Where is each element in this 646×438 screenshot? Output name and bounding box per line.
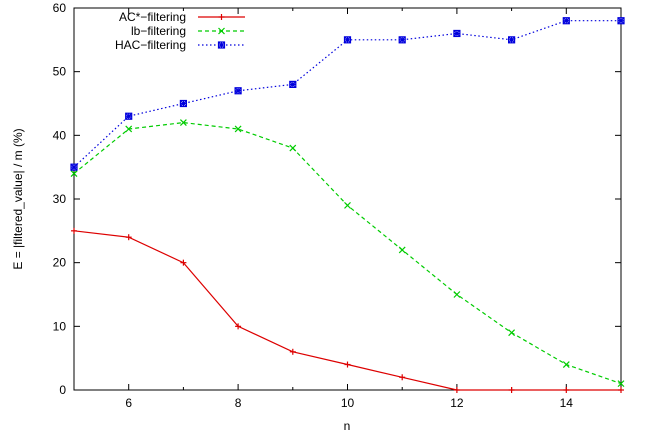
y-tick-label: 10: [53, 319, 67, 333]
legend-label: HAC−filtering: [115, 38, 186, 52]
axis-ticks: 0 10 20 30 40 50 60 6 8 10 12 14: [53, 1, 622, 410]
marker-stroke: [398, 36, 406, 44]
data-point: [508, 329, 516, 337]
marker-stroke: [234, 125, 242, 133]
data-point: [179, 99, 187, 108]
marker-stroke: [289, 80, 297, 88]
data-point: [289, 80, 297, 89]
legend-item: HAC−filtering: [115, 38, 245, 52]
marker-stroke: [70, 163, 78, 171]
y-tick-label: 0: [59, 383, 66, 397]
data-point: [180, 259, 187, 266]
marker-stroke: [562, 361, 570, 368]
marker-stroke: [562, 17, 570, 25]
marker-stroke: [179, 99, 187, 108]
series-markers: [70, 17, 625, 393]
y-tick-label: 40: [53, 128, 67, 142]
legend-label: lb−filtering: [131, 24, 186, 38]
x-tick-label: 14: [560, 396, 574, 410]
marker-stroke: [617, 17, 625, 25]
data-point: [125, 112, 133, 120]
y-tick-label: 30: [53, 192, 67, 206]
marker-stroke: [289, 80, 297, 89]
data-point: [235, 323, 242, 330]
data-point: [617, 380, 625, 388]
marker-stroke: [453, 29, 461, 38]
data-point: [125, 125, 133, 133]
data-point: [618, 387, 624, 393]
data-point: [179, 119, 187, 127]
data-point: [453, 29, 461, 38]
data-point: [70, 163, 78, 171]
data-point: [125, 234, 132, 241]
data-point: [508, 36, 516, 44]
y-tick-label: 50: [53, 65, 67, 79]
x-tick-label: 8: [235, 396, 242, 410]
marker-stroke: [217, 41, 226, 49]
data-point: [399, 374, 406, 381]
data-point: [398, 246, 406, 254]
data-point: [617, 17, 625, 25]
marker-stroke: [70, 163, 78, 171]
marker-stroke: [508, 36, 516, 44]
marker-stroke: [125, 112, 133, 120]
data-point: [70, 170, 78, 177]
x-axis-title: n: [344, 419, 351, 433]
x-tick-label: 10: [341, 396, 355, 410]
marker-stroke: [508, 36, 516, 44]
marker-stroke: [125, 112, 133, 120]
marker-stroke: [234, 87, 242, 95]
marker-stroke: [344, 201, 351, 209]
marker-stroke: [218, 41, 225, 49]
data-point: [453, 291, 461, 298]
data-point: [344, 361, 351, 368]
data-point: [343, 36, 352, 44]
marker-stroke: [562, 17, 570, 25]
data-point: [234, 125, 242, 133]
marker-stroke: [398, 36, 406, 44]
y-tick-label: 60: [53, 1, 67, 15]
y-tick-label: 20: [53, 256, 67, 270]
data-point: [453, 387, 460, 393]
x-tick-label: 12: [450, 396, 464, 410]
legend-item: lb−filtering: [131, 24, 245, 38]
plot-frame: [73, 7, 622, 391]
marker-stroke: [125, 125, 133, 133]
marker-stroke: [617, 17, 625, 25]
marker-stroke: [344, 36, 351, 44]
marker-stroke: [218, 27, 225, 35]
marker-stroke: [453, 291, 461, 298]
marker-stroke: [234, 87, 242, 95]
data-point: [218, 27, 225, 35]
y-axis-title: E = |filtered_value| / m (%): [11, 128, 25, 269]
marker-stroke: [453, 30, 461, 37]
marker-stroke: [617, 380, 625, 388]
legend-label: AC*−filtering: [119, 10, 186, 24]
data-point: [217, 41, 226, 49]
data-point: [289, 144, 297, 152]
data-point: [562, 361, 570, 368]
marker-stroke: [289, 144, 297, 152]
marker-stroke: [508, 329, 516, 337]
data-point: [398, 36, 406, 44]
data-point: [218, 14, 225, 20]
marker-stroke: [179, 100, 187, 107]
data-point: [71, 227, 77, 234]
data-point: [289, 348, 296, 355]
marker-stroke: [398, 246, 406, 254]
marker-stroke: [179, 119, 187, 127]
series-line-2: [73, 121, 622, 385]
data-point: [563, 387, 570, 393]
marker-stroke: [70, 170, 78, 177]
data-point: [508, 387, 515, 393]
x-tick-label: 6: [125, 396, 132, 410]
data-point: [562, 17, 570, 25]
marker-stroke: [343, 36, 352, 44]
legend-item: AC*−filtering: [119, 10, 245, 24]
data-point: [234, 87, 242, 95]
data-point: [344, 201, 351, 209]
